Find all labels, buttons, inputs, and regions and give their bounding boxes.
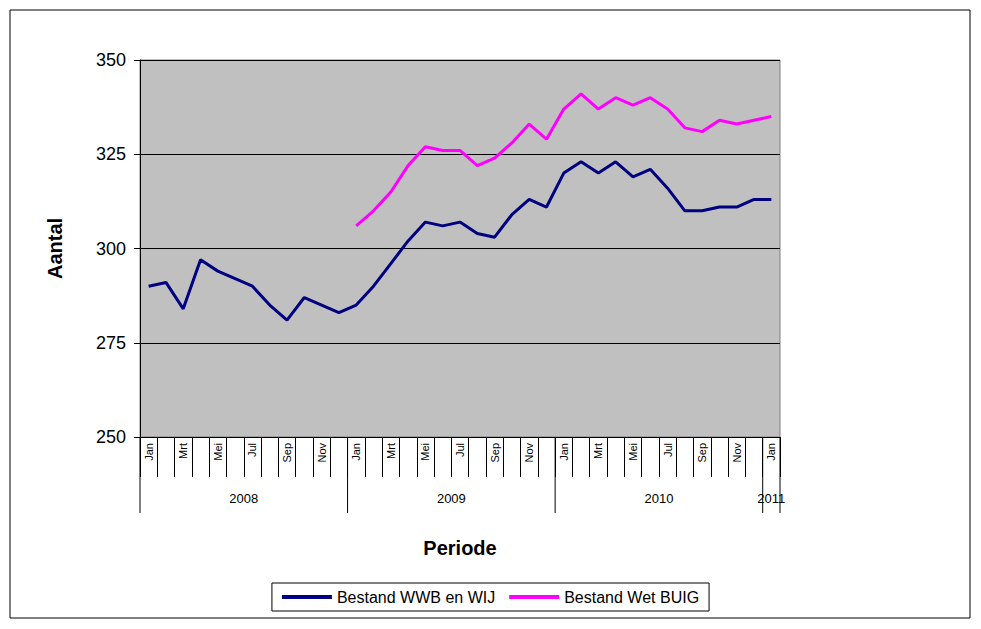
svg-text:Mei: Mei bbox=[627, 443, 639, 461]
svg-text:Sep: Sep bbox=[281, 443, 293, 463]
svg-text:Jan: Jan bbox=[350, 443, 362, 461]
svg-text:Mei: Mei bbox=[212, 443, 224, 461]
svg-text:Mrt: Mrt bbox=[177, 443, 189, 459]
svg-text:Bestand Wet BUIG: Bestand Wet BUIG bbox=[564, 589, 699, 606]
svg-text:Nov: Nov bbox=[731, 443, 743, 463]
svg-text:275: 275 bbox=[96, 333, 126, 353]
svg-text:Jul: Jul bbox=[662, 443, 674, 457]
svg-text:Mei: Mei bbox=[419, 443, 431, 461]
svg-text:300: 300 bbox=[96, 239, 126, 259]
svg-text:2008: 2008 bbox=[229, 491, 258, 506]
svg-text:2009: 2009 bbox=[437, 491, 466, 506]
svg-text:325: 325 bbox=[96, 144, 126, 164]
svg-text:Jan: Jan bbox=[558, 443, 570, 461]
svg-text:Jul: Jul bbox=[246, 443, 258, 457]
svg-text:2010: 2010 bbox=[644, 491, 673, 506]
svg-text:Jul: Jul bbox=[454, 443, 466, 457]
svg-text:Nov: Nov bbox=[523, 443, 535, 463]
svg-text:Nov: Nov bbox=[316, 443, 328, 463]
svg-text:Sep: Sep bbox=[696, 443, 708, 463]
svg-text:Mrt: Mrt bbox=[592, 443, 604, 459]
svg-text:Jan: Jan bbox=[765, 443, 777, 461]
svg-text:2011: 2011 bbox=[757, 491, 785, 506]
svg-text:Jan: Jan bbox=[143, 443, 155, 461]
svg-text:Periode: Periode bbox=[423, 537, 496, 559]
svg-text:Sep: Sep bbox=[489, 443, 501, 463]
svg-text:Mrt: Mrt bbox=[385, 443, 397, 459]
svg-text:Aantal: Aantal bbox=[44, 218, 66, 279]
svg-text:350: 350 bbox=[96, 50, 126, 70]
svg-text:250: 250 bbox=[96, 427, 126, 447]
svg-text:Bestand WWB en WIJ: Bestand WWB en WIJ bbox=[337, 589, 495, 606]
